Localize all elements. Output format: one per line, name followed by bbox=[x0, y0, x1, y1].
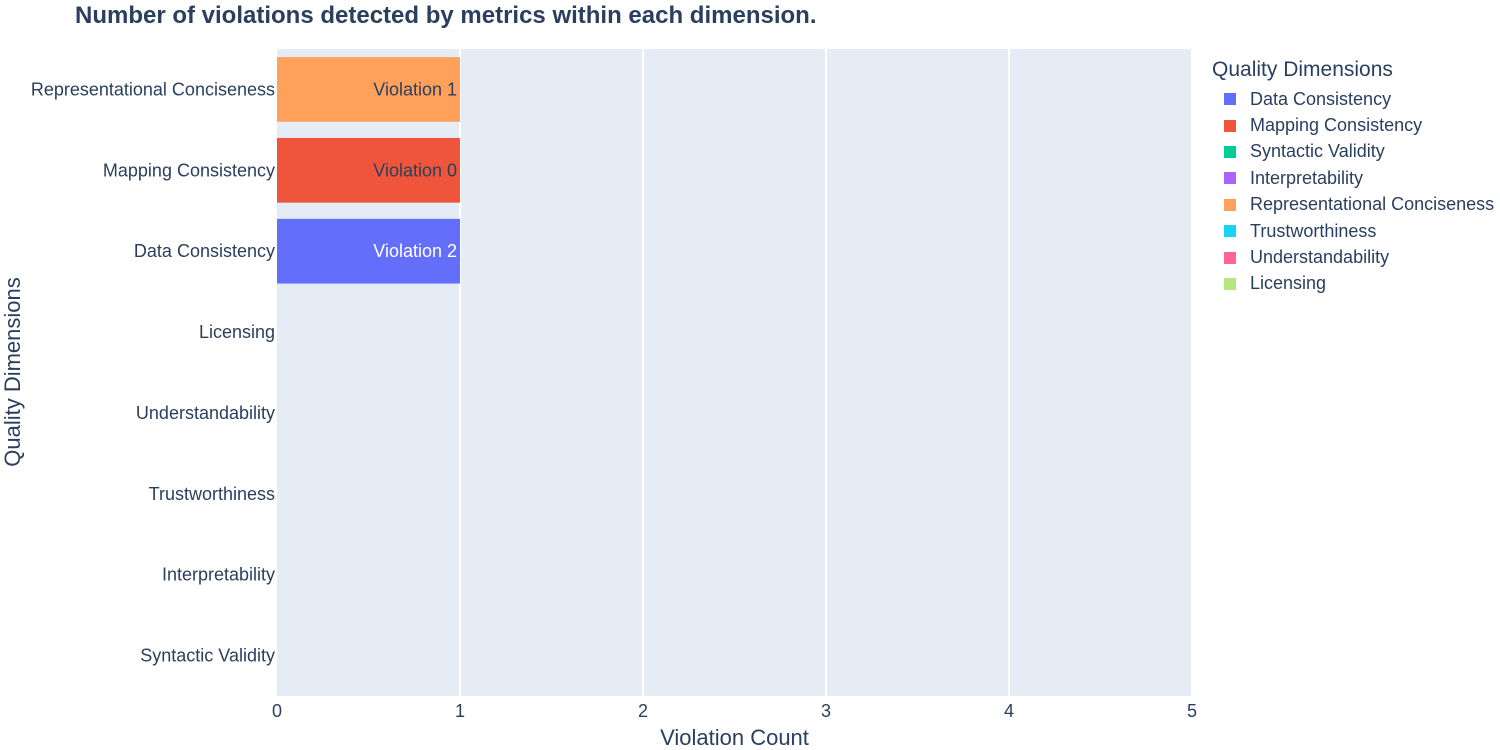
bars bbox=[277, 57, 460, 284]
legend-label: Representational Conciseness bbox=[1250, 194, 1495, 215]
legend-swatch bbox=[1224, 198, 1236, 211]
legend-label: Mapping Consistency bbox=[1250, 115, 1423, 136]
y-tick-label: Interpretability bbox=[162, 565, 275, 585]
x-tick-label: 5 bbox=[1187, 701, 1197, 721]
bar bbox=[277, 57, 460, 122]
bar bbox=[277, 137, 460, 203]
y-tick-label: Syntactic Validity bbox=[140, 646, 275, 666]
y-axis-title: Quality Dimensions bbox=[0, 277, 25, 467]
legend: Quality Dimensions Data Consistency Mappi… bbox=[1212, 58, 1494, 297]
legend-swatch bbox=[1224, 225, 1236, 238]
y-tick-label: Licensing bbox=[199, 322, 275, 342]
legend-swatch bbox=[1224, 119, 1236, 132]
legend-item[interactable]: Licensing bbox=[1212, 271, 1494, 297]
legend-swatch bbox=[1224, 93, 1236, 106]
y-tick-label: Data Consistency bbox=[134, 241, 275, 261]
legend-swatch bbox=[1224, 145, 1236, 158]
x-tick-label: 0 bbox=[272, 701, 282, 721]
chart-title: Number of violations detected by metrics… bbox=[75, 2, 817, 29]
legend-items: Data Consistency Mapping Consistency Synta… bbox=[1212, 86, 1494, 297]
x-tick-labels: 0 1 2 3 4 5 bbox=[272, 701, 1197, 721]
legend-title: Quality Dimensions bbox=[1212, 58, 1393, 81]
legend-swatch bbox=[1224, 172, 1236, 185]
legend-item[interactable]: Syntactic Validity bbox=[1212, 139, 1494, 165]
legend-label: Syntactic Validity bbox=[1250, 141, 1385, 162]
legend-swatch bbox=[1224, 277, 1236, 290]
bar-data-label: Violation 1 bbox=[373, 79, 457, 99]
legend-label: Licensing bbox=[1250, 273, 1327, 294]
y-tick-label: Understandability bbox=[136, 403, 275, 423]
legend-item[interactable]: Mapping Consistency bbox=[1212, 112, 1494, 138]
legend-item[interactable]: Trustworthiness bbox=[1212, 218, 1494, 244]
x-tick-label: 2 bbox=[638, 701, 648, 721]
legend-swatch bbox=[1224, 251, 1236, 264]
bar-labels: Violation 2 Violation 0 Violation 1 bbox=[373, 79, 457, 261]
y-tick-labels: Syntactic Validity Interpretability Trustw… bbox=[31, 79, 275, 665]
legend-item[interactable]: Understandability bbox=[1212, 244, 1494, 270]
x-axis-title: Violation Count bbox=[660, 725, 809, 750]
bar-data-label: Violation 0 bbox=[373, 160, 457, 180]
x-tick-label: 3 bbox=[821, 701, 831, 721]
legend-label: Understandability bbox=[1250, 247, 1390, 268]
bar-data-label: Violation 2 bbox=[373, 241, 457, 261]
y-tick-label: Mapping Consistency bbox=[103, 160, 275, 180]
y-tick-label: Trustworthiness bbox=[149, 484, 275, 504]
legend-item[interactable]: Interpretability bbox=[1212, 165, 1494, 191]
legend-item[interactable]: Representational Conciseness bbox=[1212, 192, 1494, 218]
legend-label: Data Consistency bbox=[1250, 88, 1392, 109]
legend-label: Interpretability bbox=[1250, 167, 1364, 188]
legend-label: Trustworthiness bbox=[1250, 220, 1377, 241]
x-tick-label: 4 bbox=[1004, 701, 1014, 721]
x-tick-label: 1 bbox=[455, 701, 465, 721]
y-tick-label: Representational Conciseness bbox=[31, 79, 275, 99]
legend-item[interactable]: Data Consistency bbox=[1212, 86, 1494, 112]
bar bbox=[277, 218, 460, 284]
